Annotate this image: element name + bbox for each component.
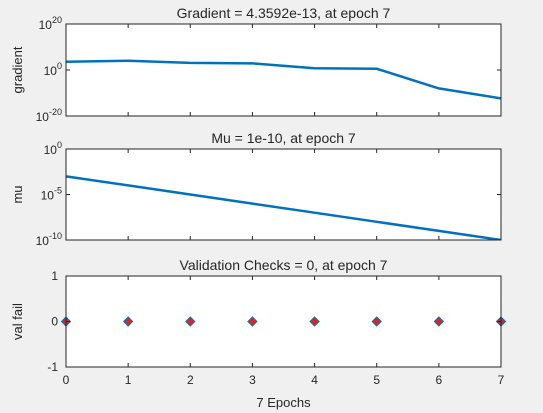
val-fail-xtick-label: 4 [311,373,318,387]
val-fail-point-3 [247,316,258,327]
gradient-plot-area [66,24,501,116]
val-fail-point-1 [122,316,134,327]
mu-ytick-label: 10-10 [36,231,62,248]
val-fail-title: Validation Checks = 0, at epoch 7 [180,257,388,273]
val-fail-plot-area [66,276,501,367]
val-fail-ylabel: val fail [10,303,25,340]
gradient-ytick-label: 10-20 [36,107,62,124]
val-fail-point-6 [433,316,445,327]
val-fail-ytick-label: -1 [47,360,58,374]
val-fail-point-2 [185,316,196,327]
val-fail-xtick-label: 0 [63,373,70,387]
gradient-title: Gradient = 4.3592e-13, at epoch 7 [177,5,391,21]
mu-panel: 10-10 10-5 100 Mu = 1e-10, at epoch 7 mu [10,130,502,248]
x-axis-label: 7 Epochs [256,395,311,410]
mu-ylabel: mu [10,185,25,203]
val-fail-ytick-label: 0 [51,315,58,329]
gradient-ytick-label: 100 [44,61,62,78]
val-fail-point-5 [371,316,382,327]
mu-plot-area [66,149,501,240]
val-fail-xtick-label: 3 [249,373,256,387]
mu-ytick-label: 10-5 [41,186,62,203]
val-fail-xtick-label: 1 [125,373,132,387]
val-fail-xtick-label: 2 [187,373,194,387]
val-fail-xtick-label: 5 [373,373,380,387]
mu-ytick-label: 100 [44,140,62,157]
mu-series-line [66,175,501,240]
gradient-panel: 10-20 100 1020 Gradient = 4.3592e-13, at ep… [10,5,502,124]
val-fail-xtick-label: 7 [498,373,505,387]
gradient-ytick-label: 1020 [39,15,62,32]
mu-title: Mu = 1e-10, at epoch 7 [211,130,356,146]
gradient-ylabel: gradient [10,46,25,93]
gradient-series-line [66,59,501,100]
val-fail-xtick-label: 6 [436,373,443,387]
val-fail-ytick-label: 1 [51,269,58,283]
val-fail-panel: -1 0 1 0 1 2 3 4 5 6 7 Validation Checks = 0, at ep… [10,257,507,387]
val-fail-point-4 [309,316,320,327]
